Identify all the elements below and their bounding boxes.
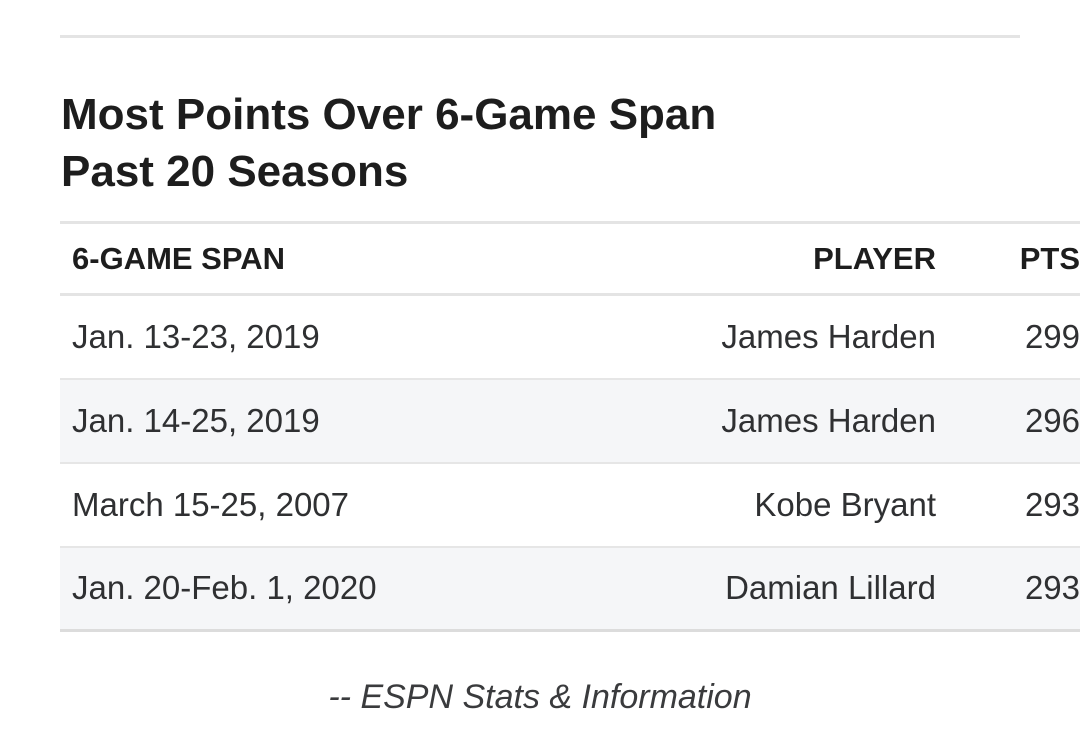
cell-pts: 293	[1024, 569, 1080, 607]
cell-player: James Harden	[721, 401, 936, 439]
table-header: 6-GAME SPAN PLAYER PTS	[60, 222, 1080, 295]
cell-span: March 15-25, 2007	[72, 485, 350, 523]
table-row: Jan. 13-23, 2019 James Harden 299	[60, 295, 1080, 379]
top-divider	[60, 35, 1020, 38]
cell-player: James Harden	[721, 317, 936, 355]
header-row: 6-GAME SPAN PLAYER PTS	[60, 222, 1080, 295]
cell-player: Kobe Bryant	[754, 485, 936, 523]
cell-span: Jan. 13-23, 2019	[72, 317, 320, 355]
cell-span: Jan. 20-Feb. 1, 2020	[72, 569, 377, 607]
table-row: Jan. 14-25, 2019 James Harden 296	[60, 378, 1080, 463]
header-6-game-span: 6-GAME SPAN	[72, 240, 286, 276]
header-player: PLAYER	[813, 240, 936, 276]
table-row: March 15-25, 2007 Kobe Bryant 293	[60, 463, 1080, 547]
table-body: Jan. 13-23, 2019 James Harden 299 Jan. 1…	[60, 295, 1080, 631]
cell-player: Damian Lillard	[725, 569, 936, 607]
table-row: Jan. 20-Feb. 1, 2020 Damian Lillard 293	[60, 546, 1080, 631]
cell-span: Jan. 14-25, 2019	[72, 401, 320, 439]
table-title: Most Points Over 6-Game Span Past 20 Sea…	[61, 86, 961, 200]
cell-pts: 293	[1024, 485, 1080, 523]
header-pts: PTS	[1019, 240, 1080, 276]
cell-pts: 296	[1024, 401, 1080, 439]
stats-table: 6-GAME SPAN PLAYER PTS Jan. 13-23, 2019 …	[60, 221, 1080, 632]
cell-pts: 299	[1024, 317, 1080, 355]
source-credit: -- ESPN Stats & Information	[328, 678, 752, 716]
title-line-2: Past 20 Seasons	[61, 147, 409, 196]
title-line-1: Most Points Over 6-Game Span	[61, 90, 717, 139]
